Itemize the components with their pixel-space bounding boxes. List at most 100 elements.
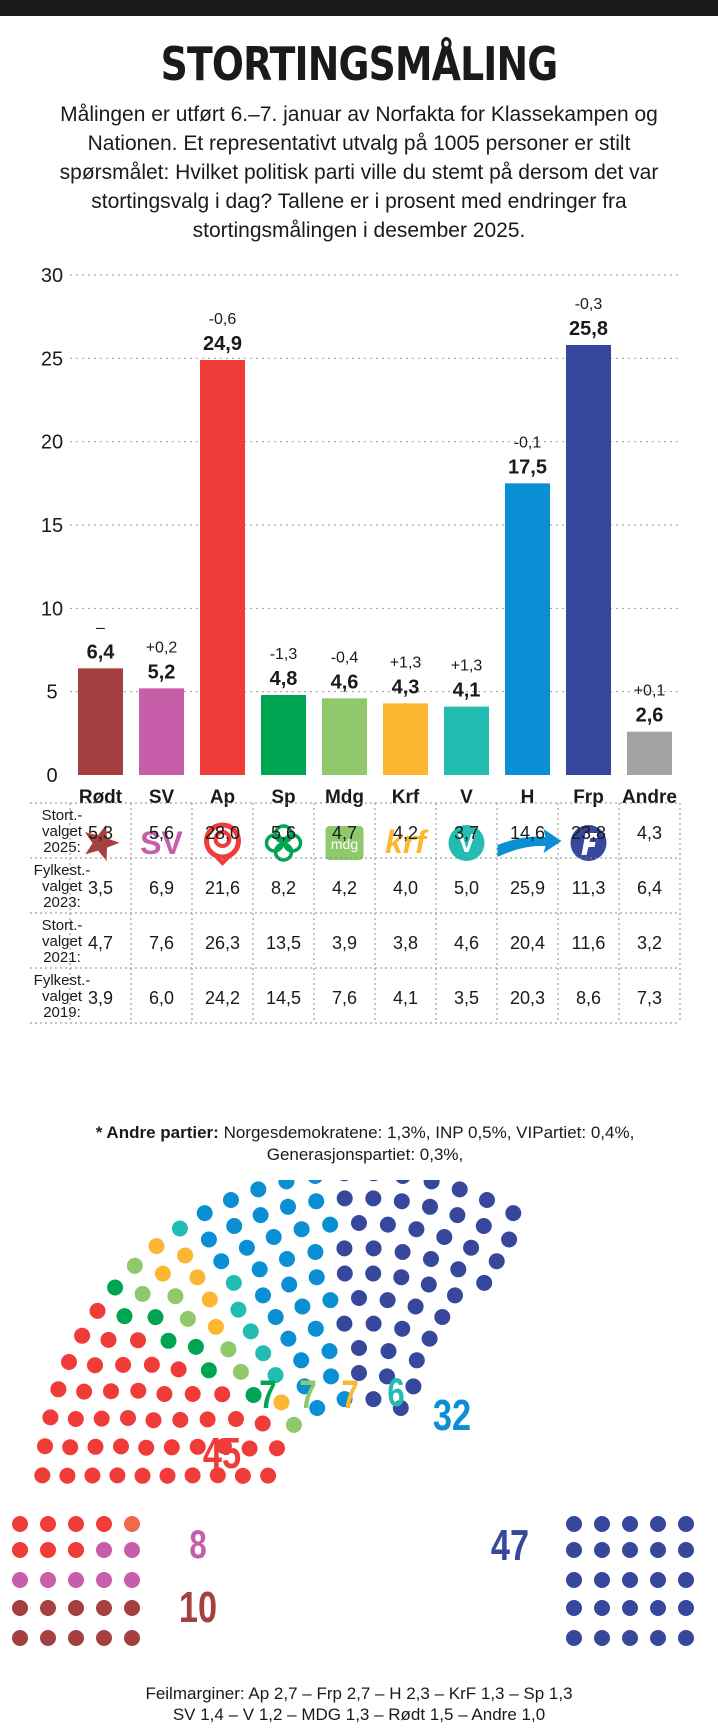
seat-ap [124, 1516, 140, 1532]
intro-text: Målingen er utført 6.–7. januar av Norfa… [59, 103, 659, 242]
seat-count-sv: 8 [189, 1522, 206, 1567]
seat-ap [184, 1386, 201, 1402]
poll-chart: 0 5 10 15 20 25 30 6,4 – Rødt 5,2 +0,2 SV SV 24,9 -0,6 A… [30, 265, 681, 1024]
bar-krf [383, 703, 428, 775]
table-cell: 4,2 [393, 823, 418, 843]
seat-frp [501, 1231, 518, 1248]
table-cell: 4,1 [393, 988, 418, 1008]
table-cell: 11,6 [572, 933, 606, 953]
seat-h [309, 1400, 326, 1416]
seat-ap [37, 1438, 53, 1455]
seat-sv [96, 1542, 112, 1558]
seat-count-mdg: 7 [299, 1372, 316, 1417]
value-label: 4,8 [270, 668, 298, 690]
seat-ap [89, 1302, 106, 1319]
value-label: 4,1 [453, 680, 481, 702]
seat-ap [96, 1516, 112, 1532]
x-tick-label: Krf [392, 787, 420, 808]
seat-krf [177, 1247, 194, 1264]
seat-frp [336, 1315, 353, 1332]
seat-rodt [124, 1630, 140, 1646]
table-cell: 8,2 [271, 878, 296, 898]
seat-frp [475, 1218, 492, 1234]
table-cell: 4,6 [454, 933, 479, 953]
seat-frp [650, 1572, 666, 1588]
bar-rødt [78, 668, 123, 775]
table-cell: 20,3 [510, 988, 545, 1008]
table-row-label: 2019: [43, 1004, 81, 1021]
svg-text:V: V [458, 828, 476, 858]
seat-ap [67, 1411, 84, 1427]
table-cell: 11,3 [572, 878, 606, 898]
x-tick-label: Andre [622, 787, 677, 808]
seat-h [321, 1343, 338, 1360]
value-label: 5,2 [148, 661, 176, 683]
seat-h [238, 1239, 255, 1256]
seat-ap [134, 1467, 151, 1484]
table-cell: 5,3 [88, 823, 113, 843]
seat-mdg [126, 1257, 143, 1274]
seat-frp [394, 1320, 411, 1337]
seat-frp [394, 1244, 411, 1260]
svg-text:mdg: mdg [331, 836, 358, 852]
seat-frp [436, 1229, 453, 1245]
y-tick-label: 30 [41, 265, 63, 287]
x-tick-label: Rødt [79, 787, 123, 808]
svg-text:krf: krf [385, 824, 429, 860]
seat-ap [115, 1356, 132, 1373]
seat-rodt [40, 1630, 56, 1646]
table-cell: 20,4 [510, 933, 545, 953]
table-cell: 5,6 [149, 823, 174, 843]
seat-rodt [96, 1600, 112, 1616]
seat-ap [172, 1411, 189, 1428]
seat-sp [245, 1387, 262, 1403]
seat-ap [84, 1467, 101, 1484]
table-cell: 7,6 [332, 988, 357, 1008]
rodt-star-icon [85, 824, 120, 861]
seat-count-sp: 7 [259, 1372, 276, 1417]
table-cell: 3,2 [637, 933, 662, 953]
seat-frp [365, 1190, 382, 1207]
table-cell: 4,2 [332, 878, 357, 898]
seat-ap [40, 1516, 56, 1532]
seat-mdg [179, 1310, 196, 1327]
table-row-label: valget [42, 988, 83, 1005]
seat-krf [189, 1269, 206, 1286]
seat-frp [650, 1542, 666, 1558]
seat-frp [379, 1216, 396, 1233]
seat-frp [594, 1572, 610, 1588]
seat-h [226, 1218, 243, 1234]
table-row-label: Fylkest.- [34, 972, 91, 989]
x-tick-label: Mdg [325, 787, 364, 808]
seat-mdg [232, 1363, 249, 1380]
seat-frp [594, 1600, 610, 1616]
seat-ap [260, 1467, 277, 1484]
seat-ap [214, 1386, 231, 1403]
seat-ap [100, 1331, 117, 1348]
seat-h [293, 1221, 310, 1238]
seat-frp [678, 1542, 694, 1558]
seat-frp [351, 1215, 367, 1231]
seat-h [308, 1180, 323, 1184]
seat-ap [143, 1356, 160, 1373]
seat-h [293, 1352, 310, 1369]
seat-frp [566, 1630, 582, 1646]
seat-h [323, 1368, 339, 1385]
seat-h [278, 1180, 295, 1190]
x-tick-label: SV [149, 787, 175, 808]
seat-ap [93, 1410, 110, 1427]
seat-ap [68, 1516, 84, 1532]
seat-frp [365, 1240, 382, 1257]
h-arrow-icon [497, 829, 562, 857]
seat-ap [163, 1439, 180, 1456]
change-label: -1,3 [270, 646, 298, 663]
seat-frp [351, 1340, 367, 1356]
seat-frp [392, 1400, 409, 1416]
x-tick-label: H [521, 787, 535, 808]
table-cell: 21,6 [205, 878, 240, 898]
seat-mdg [167, 1288, 184, 1305]
seat-ap [103, 1383, 119, 1400]
frp-logo-icon [570, 825, 607, 861]
seat-count-h: 32 [433, 1391, 471, 1440]
seat-mdg [285, 1416, 302, 1433]
